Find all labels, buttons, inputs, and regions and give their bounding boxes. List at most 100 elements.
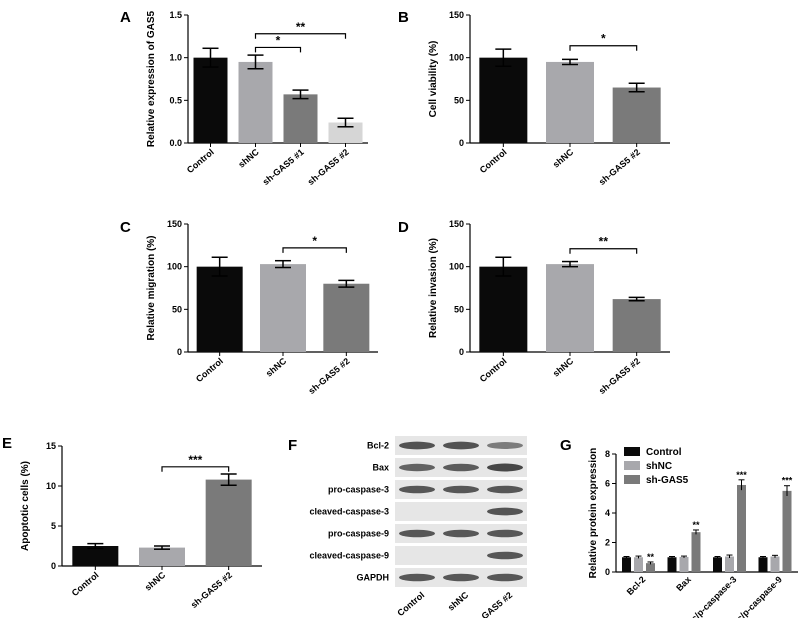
panel-e: E 0 5 10 15 Apoptotic cells (%) Control shNC sh-…	[2, 435, 262, 610]
y-tick-label: 150	[449, 10, 464, 20]
x-tick-label: sh-GAS5 #2	[189, 570, 234, 610]
panel-label: C	[120, 219, 131, 236]
x-tick-label: shNC	[551, 147, 576, 170]
bar	[546, 264, 594, 352]
significance-bracket	[282, 247, 347, 253]
panel-label: B	[398, 9, 409, 26]
significance-label: **	[599, 235, 609, 249]
bar	[205, 479, 252, 566]
y-tick-label: 150	[449, 219, 464, 229]
y-tick-label: 1.5	[169, 10, 182, 20]
blot-strip	[395, 546, 527, 565]
bar	[139, 547, 185, 566]
legend-label: Control	[646, 447, 682, 458]
bar	[479, 266, 528, 352]
significance-bracket	[569, 45, 638, 51]
significance-label: *	[276, 33, 281, 47]
panel-c: C 0 50 100 150 Relative migration (%) Control s…	[120, 219, 378, 396]
bar	[758, 557, 768, 572]
y-tick-label: 0.0	[169, 138, 182, 148]
bar	[782, 490, 792, 572]
x-tick-label: Bax	[674, 574, 693, 593]
significance-label: ***	[782, 476, 793, 486]
bar	[667, 557, 677, 572]
panel-d: D 0 50 100 150 Relative invasion (%) Control sh…	[398, 219, 670, 396]
blot-strip	[395, 502, 527, 521]
bar	[770, 556, 780, 572]
y-tick-label: 4	[605, 508, 610, 518]
y-axis-label: Relative expression of GAS5	[146, 10, 157, 147]
x-tick-label: Control	[478, 147, 509, 175]
x-tick-label: Control	[194, 356, 225, 384]
y-tick-label: 0	[459, 138, 464, 148]
blot-band	[487, 442, 523, 449]
panel-label: F	[288, 437, 297, 454]
blot-band	[487, 573, 523, 582]
y-tick-label: 6	[605, 479, 610, 489]
blot-band	[399, 573, 435, 582]
y-tick-label: 10	[46, 481, 56, 491]
blot-band	[399, 463, 435, 472]
blot-band	[487, 529, 523, 538]
blot-lane-label: Control	[395, 590, 426, 618]
bar	[634, 557, 643, 572]
bar	[646, 563, 655, 572]
y-tick-label: 100	[449, 53, 464, 63]
blot-band	[443, 485, 479, 494]
blot-row-label: cleaved-caspase-9	[309, 551, 389, 561]
y-tick-label: 50	[454, 95, 464, 105]
legend-label: sh-GAS5	[646, 475, 689, 486]
panel-a: A 0.0 0.5 1.0 1.5 Relative expression of GAS5…	[120, 9, 368, 187]
y-axis-label: Relative invasion (%)	[428, 238, 439, 338]
blot-row-label: pro-caspase-3	[328, 485, 389, 495]
y-tick-label: 2	[605, 538, 610, 548]
bar	[238, 61, 273, 143]
x-tick-label: shNC	[551, 356, 576, 379]
blot-band	[399, 485, 435, 494]
bar	[72, 546, 119, 566]
significance-bracket	[254, 46, 302, 53]
x-tick-label: c/p-caspase-3	[689, 574, 738, 618]
x-tick-label: shNC	[264, 356, 289, 379]
y-tick-label: 0	[177, 347, 182, 357]
y-tick-label: 15	[46, 441, 56, 451]
panel-g: G 0 2 4 6 8 Relative protein expression ** Bcl-2…	[560, 437, 798, 618]
x-tick-label: Control	[478, 356, 509, 384]
y-tick-label: 100	[167, 262, 182, 272]
panel-f-western-blot: F Bcl-2 Bax pro-caspase-3 cleaved-caspase-3 p…	[288, 436, 527, 618]
x-tick-label: sh-GAS5 #2	[306, 147, 351, 187]
blot-row-label: pro-caspase-9	[328, 529, 389, 539]
bar	[193, 57, 228, 143]
blot-band	[487, 463, 523, 472]
y-tick-label: 150	[167, 219, 182, 229]
significance-bracket	[254, 33, 347, 39]
x-tick-label: sh-GAS5 #2	[306, 356, 351, 396]
panel-label: A	[120, 9, 131, 26]
legend-label: shNC	[646, 461, 672, 472]
bar	[691, 532, 701, 572]
x-tick-label: Control	[185, 147, 216, 175]
y-axis-label: Apoptotic cells (%)	[20, 461, 31, 551]
blot-band	[443, 573, 479, 582]
x-tick-label: sh-GAS5 #2	[597, 147, 642, 187]
blot-row-label: Bcl-2	[367, 441, 389, 451]
significance-label: **	[692, 520, 700, 530]
panel-b: B 0 50 100 150 Cell viability (%) Control shNC s…	[398, 9, 670, 187]
y-tick-label: 0.5	[169, 95, 182, 105]
x-tick-label: shNC	[143, 570, 168, 593]
blot-band	[399, 529, 435, 538]
bar	[479, 57, 528, 143]
significance-label: **	[647, 552, 655, 562]
blot-row-label: Bax	[372, 463, 389, 473]
significance-bracket	[161, 466, 230, 472]
panel-label: G	[560, 437, 572, 454]
y-axis-label: Relative migration (%)	[146, 235, 157, 340]
y-tick-label: 1.0	[169, 53, 182, 63]
bar	[679, 556, 689, 572]
y-tick-label: 5	[51, 521, 56, 531]
blot-lane-label: sh-GAS5 #2	[469, 590, 514, 618]
bar	[323, 283, 370, 352]
significance-label: *	[601, 32, 606, 46]
x-tick-label: sh-GAS5 #2	[597, 356, 642, 396]
significance-label: **	[296, 20, 306, 34]
